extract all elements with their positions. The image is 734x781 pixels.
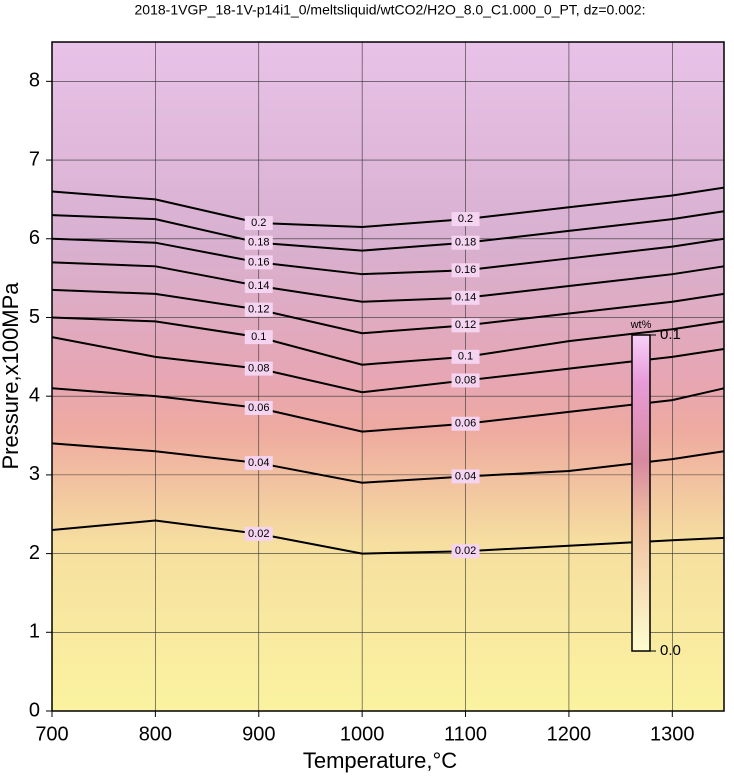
y-tick-label: 2 xyxy=(29,542,40,564)
contour-label-bg xyxy=(451,290,480,305)
contour-label-bg xyxy=(451,212,480,227)
plot-background xyxy=(52,42,724,711)
contour-label: 0.16 xyxy=(248,256,269,268)
contour-label: 0.12 xyxy=(455,319,476,331)
contour-line xyxy=(51,186,725,228)
contour-label-bg xyxy=(244,526,273,541)
contour-label-bg xyxy=(451,469,480,484)
contour-label: 0.08 xyxy=(455,374,476,386)
y-tick-label: 4 xyxy=(29,384,40,406)
contour-label: 0.12 xyxy=(248,304,269,316)
contour-label: 0.18 xyxy=(248,237,269,249)
contour-line xyxy=(51,210,725,252)
contour-label-bg xyxy=(244,361,273,376)
contour-line xyxy=(51,261,725,303)
y-tick-label: 7 xyxy=(29,148,40,170)
colorbar xyxy=(631,334,651,652)
contour-label: 0.04 xyxy=(455,470,476,482)
contour-line xyxy=(51,442,725,484)
contour-label-bg xyxy=(451,544,480,559)
contour-label: 0.16 xyxy=(455,264,476,276)
x-tick-label: 900 xyxy=(242,723,275,745)
y-tick-label: 6 xyxy=(29,227,40,249)
contour-line xyxy=(51,336,725,394)
contour-label: 0.04 xyxy=(248,457,269,469)
contour-label-bg xyxy=(244,400,273,415)
contour-label: 0.14 xyxy=(455,292,476,304)
contour-label: 0.1 xyxy=(251,331,266,343)
contour-label: 0.18 xyxy=(455,237,476,249)
contour-line xyxy=(51,387,725,433)
contour-label: 0.14 xyxy=(248,280,269,292)
contour-line xyxy=(51,288,725,335)
contour-line xyxy=(51,316,725,366)
contour-label-bg xyxy=(244,302,273,317)
x-tick-label: 1200 xyxy=(547,723,592,745)
y-tick-label: 5 xyxy=(29,306,40,328)
x-tick-label: 700 xyxy=(35,723,68,745)
contour-label: 0.2 xyxy=(458,213,473,225)
contour-line xyxy=(51,237,725,276)
contour-label-bg xyxy=(451,235,480,250)
contour-label: 0.1 xyxy=(458,351,473,363)
x-tick-label: 800 xyxy=(139,723,172,745)
contour-label-bg xyxy=(244,278,273,293)
contour-label-bg xyxy=(244,235,273,250)
y-tick-label: 0 xyxy=(29,699,40,721)
y-tick-label: 8 xyxy=(29,70,40,92)
contour-label-bg xyxy=(451,349,480,364)
contour-label-bg xyxy=(451,416,480,431)
y-tick-label: 3 xyxy=(29,463,40,485)
colorbar-tick-label: 0.0 xyxy=(660,642,681,659)
chart-title: 2018-1VGP_18-1V-p14i1_0/meltsliquid/wtCO… xyxy=(135,2,646,18)
colorbar-label: wt% xyxy=(630,319,652,331)
contour-label: 0.02 xyxy=(248,528,269,540)
contour-label: 0.06 xyxy=(248,402,269,414)
contour-label: 0.2 xyxy=(251,217,266,229)
contour-label-bg xyxy=(244,216,273,231)
x-tick-label: 1300 xyxy=(650,723,695,745)
contour-label-bg xyxy=(451,373,480,388)
x-tick-label: 1100 xyxy=(444,723,487,745)
plot-frame xyxy=(51,41,725,712)
contour-label: 0.02 xyxy=(455,545,476,557)
y-axis-label: Pressure,x100MPa xyxy=(0,282,23,470)
contour-label: 0.08 xyxy=(248,363,269,375)
x-axis-label: Temperature,°C xyxy=(303,748,457,773)
contour-label-bg xyxy=(451,263,480,278)
contour-label: 0.06 xyxy=(455,418,476,430)
contour-label-bg xyxy=(244,330,273,345)
y-tick-label: 1 xyxy=(29,621,40,643)
x-tick-label: 1000 xyxy=(340,723,385,745)
contour-label-bg xyxy=(244,456,273,471)
contour-line xyxy=(51,519,725,555)
colorbar-tick-label: 0.1 xyxy=(660,326,681,343)
contour-label-bg xyxy=(451,318,480,333)
contour-label-bg xyxy=(244,255,273,270)
